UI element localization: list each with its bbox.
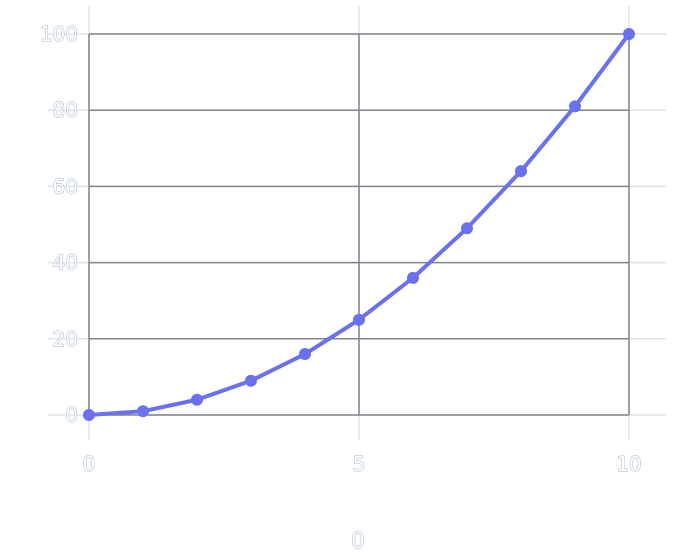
x-tick-label: 10 [616, 452, 641, 476]
data-point [299, 348, 311, 361]
data-point [569, 100, 581, 113]
series-layer [83, 28, 635, 421]
y-tick-label: 80 [53, 98, 78, 122]
data-point [191, 393, 203, 406]
x-tick-label: 5 [353, 452, 366, 476]
y-tick-label: 100 [40, 22, 78, 46]
data-point [353, 313, 365, 326]
outer-gridlines [48, 6, 666, 440]
data-point [83, 409, 95, 421]
y-tick-label: 20 [53, 327, 78, 351]
data-point [623, 28, 635, 40]
data-point [245, 374, 257, 387]
y-tick-label: 40 [53, 251, 78, 275]
data-point [407, 271, 419, 284]
x-tick-label: 0 [83, 452, 96, 476]
y-tick-label: 0 [65, 403, 78, 427]
plot-area-gridlines [88, 33, 630, 416]
data-point [461, 222, 473, 235]
data-point [515, 165, 527, 178]
x-axis-title: 0 [351, 529, 365, 554]
y-tick-label: 60 [53, 174, 78, 198]
y-axis-tick-labels: 0 20 40 60 80 100 [39, 22, 78, 428]
data-point [137, 405, 149, 418]
x-axis-tick-labels: 0 5 10 [82, 452, 642, 477]
